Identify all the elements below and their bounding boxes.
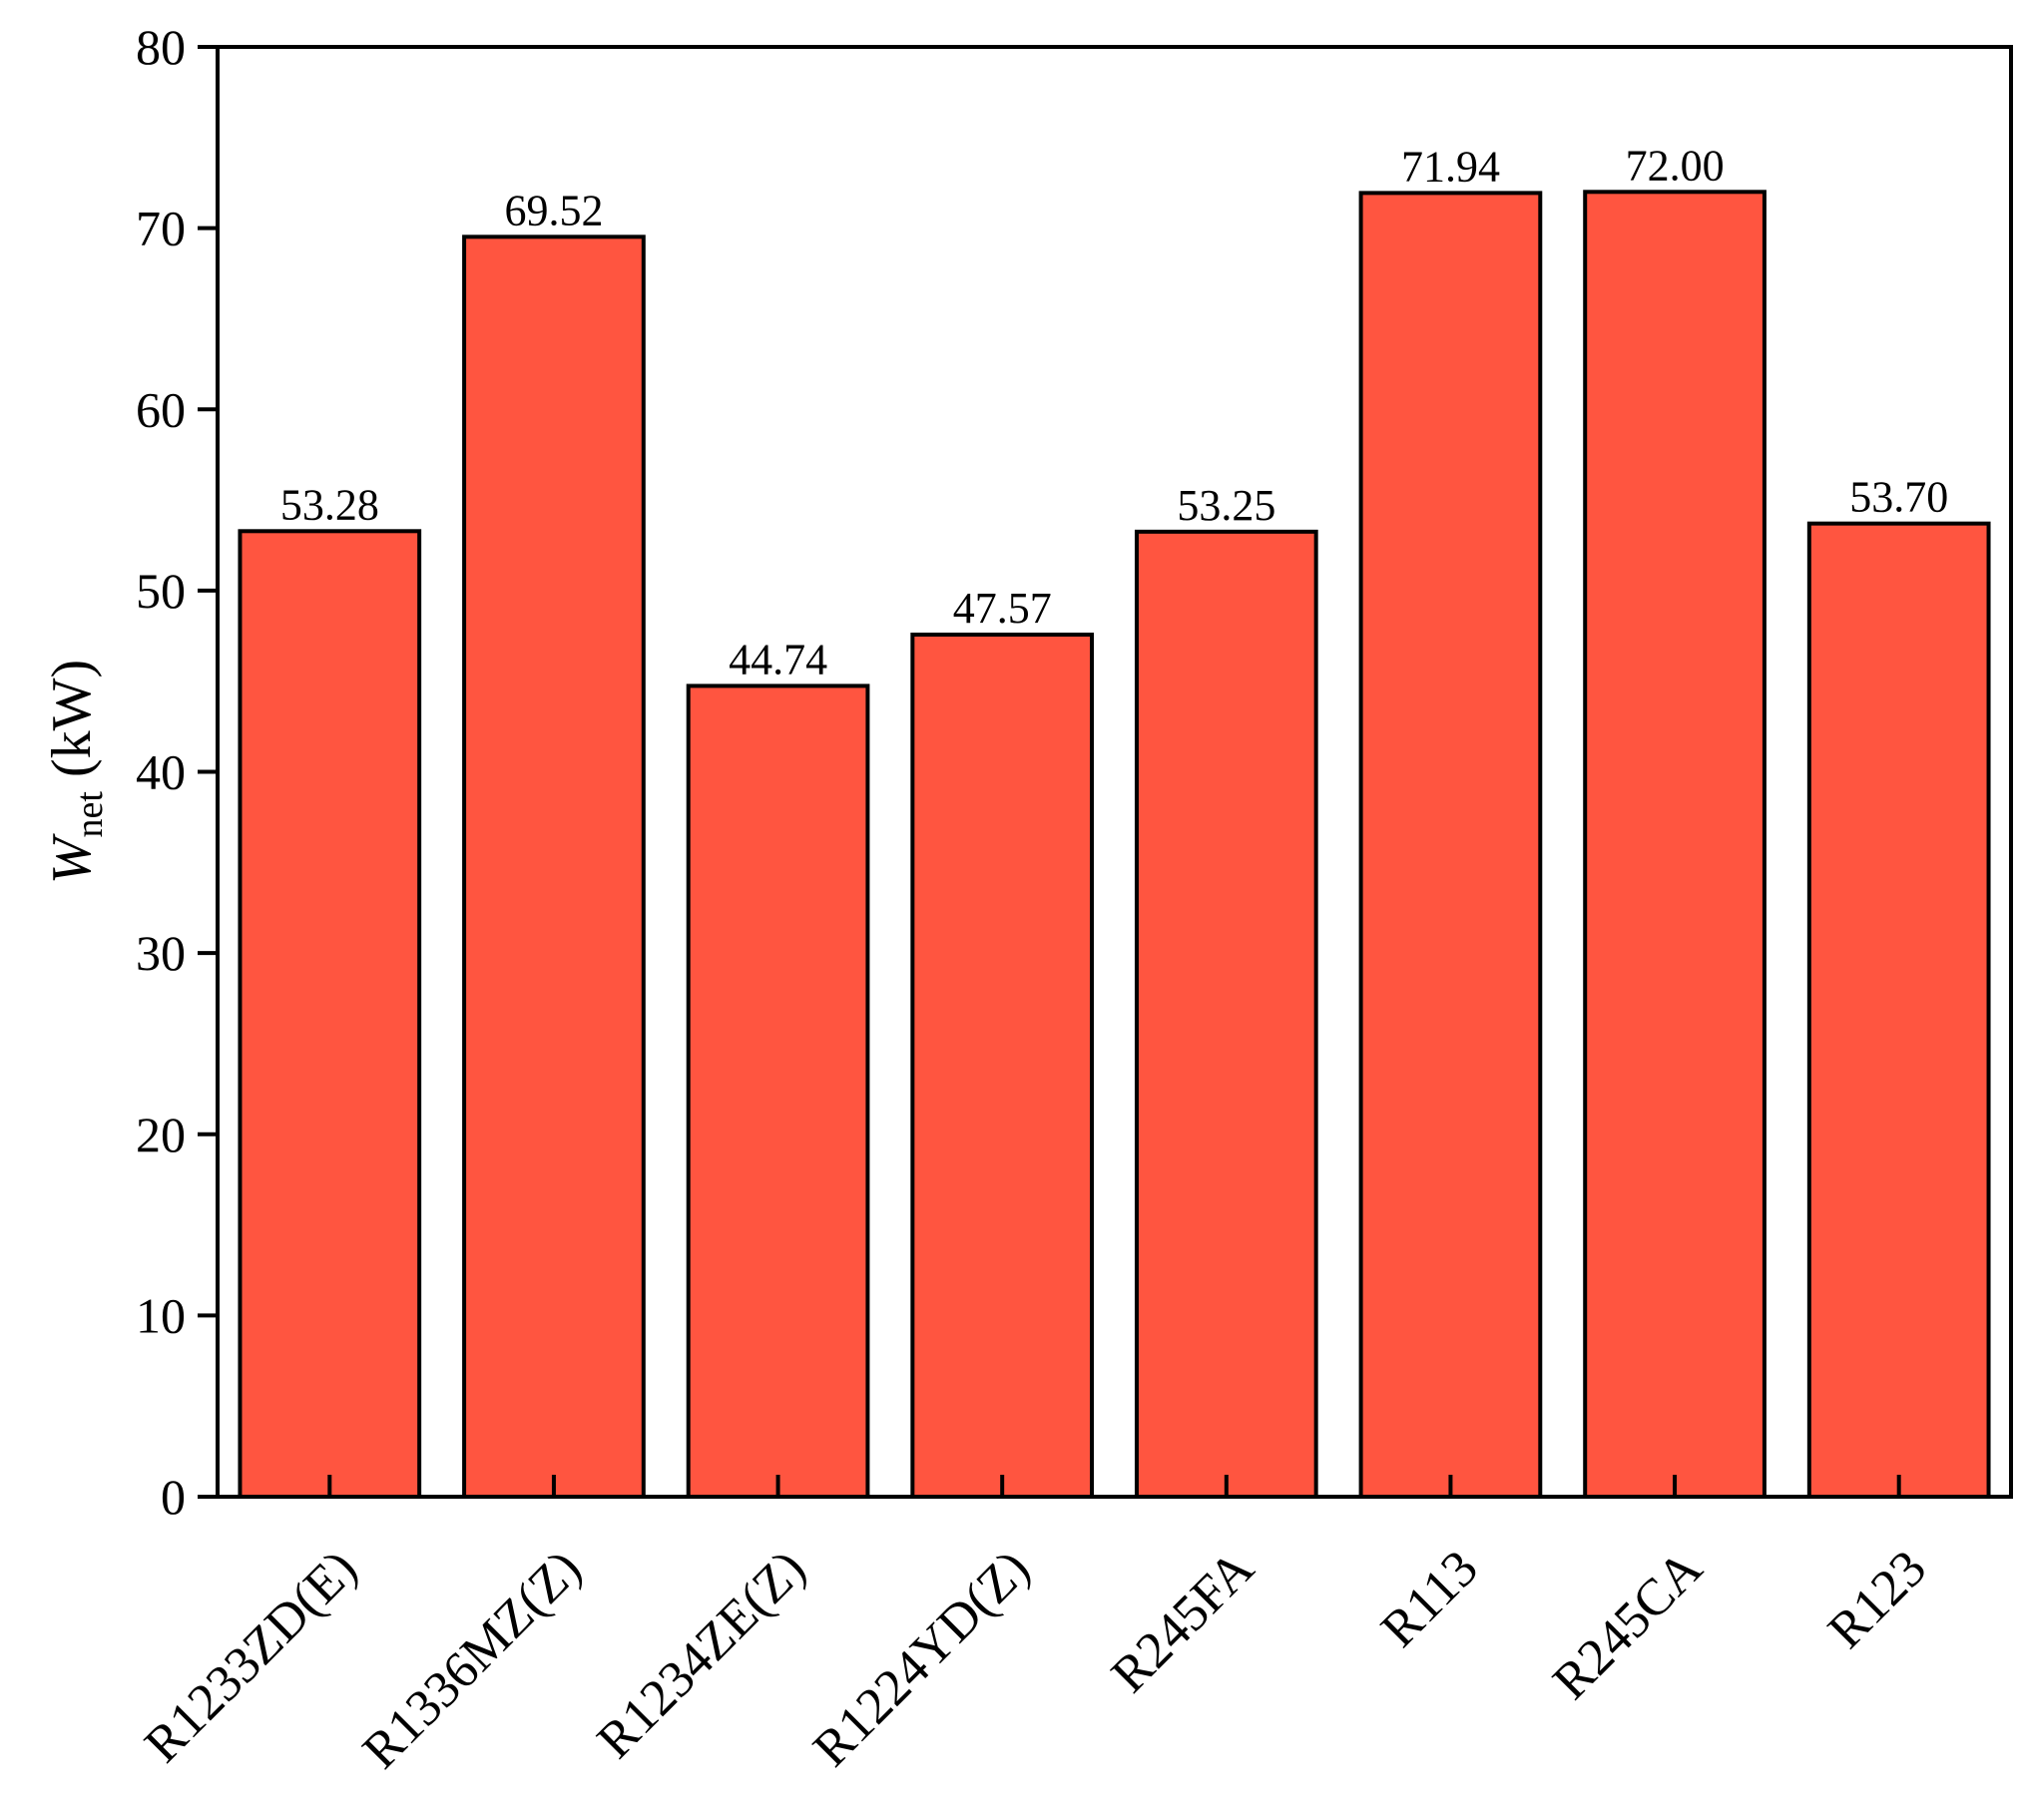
data-label-3: 47.57 [953,584,1052,633]
data-label-4: 53.25 [1177,481,1275,530]
bar-2 [686,683,870,1499]
x-tick-label-4: R245FA [1101,1540,1265,1704]
y-tick-label-3: 30 [136,925,186,981]
y-axis-title: Wnet (kW) [41,660,111,884]
y-axis: 0 10 20 30 40 50 60 70 80 [136,19,218,1525]
y-tick-label-4: 40 [136,744,186,800]
y-tick-label-0: 0 [161,1469,186,1525]
data-label-7: 53.70 [1849,473,1948,522]
data-label-0: 53.28 [280,480,379,529]
x-tick-label-1: R1336MZ(Z) [352,1540,592,1779]
x-tick-label-2: R1234ZE(Z) [587,1540,816,1769]
y-tick-label-5: 50 [136,563,186,619]
x-tick-label-6: R245CA [1542,1540,1713,1710]
bar-7 [1806,521,1991,1499]
x-tick-label-0: R1233ZD(E) [134,1540,367,1773]
y-tick-label-8: 80 [136,19,186,75]
data-label-6: 72.00 [1626,141,1725,190]
bar-4 [1134,529,1318,1499]
data-label-5: 71.94 [1401,142,1500,191]
data-label-2: 44.74 [729,635,827,683]
y-axis-symbol: W [41,833,103,884]
bar-3 [910,633,1095,1499]
bars-layer [238,190,1991,1499]
plot-frame [216,45,2013,1499]
bar-6 [1583,190,1767,1499]
y-tick-label-1: 10 [136,1287,186,1343]
y-tick-label-7: 70 [136,201,186,256]
data-labels-layer: 53.28 69.52 44.74 47.57 53.25 71.94 72.00 53.70 [280,141,1948,683]
bar-1 [462,234,646,1499]
x-axis: R1233ZD(E)R1336MZ(Z)R1234ZE(Z)R1224YD(Z)… [134,1475,1937,1780]
y-tick-label-6: 60 [136,381,186,437]
y-tick-label-2: 20 [136,1107,186,1162]
data-label-1: 69.52 [504,186,603,234]
y-axis-subscript: net [69,791,111,838]
bar-5 [1358,191,1543,1499]
y-axis-unit: (kW) [41,660,103,777]
bar-0 [238,529,422,1499]
x-tick-label-5: R113 [1370,1540,1489,1658]
x-tick-label-7: R123 [1817,1540,1937,1659]
x-tick-label-3: R1224YD(Z) [802,1540,1040,1777]
